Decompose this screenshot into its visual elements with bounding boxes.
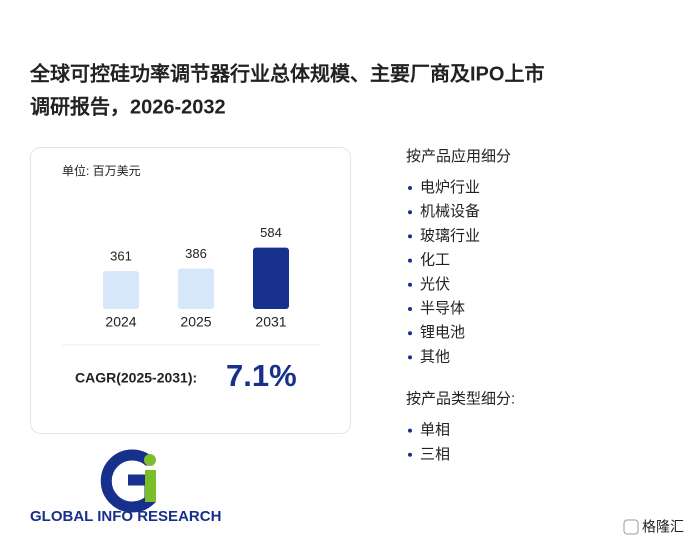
- list-item: 玻璃行业: [420, 227, 480, 244]
- bullet: [408, 428, 412, 433]
- unit-label: 单位: 百万美元: [62, 163, 141, 178]
- value-label: 386: [185, 246, 207, 261]
- list-item: 锂电池: [420, 324, 465, 341]
- list-item: 机械设备: [420, 203, 480, 220]
- badge-icon: [623, 519, 639, 535]
- bullet: [408, 186, 412, 190]
- list-item: 光伏: [420, 276, 450, 293]
- x-tick-label: 2025: [180, 314, 211, 330]
- logo: [100, 449, 156, 513]
- value-label: 361: [110, 249, 132, 264]
- title: 调研报告，2026-2032: [30, 94, 226, 118]
- x-tick-label: 2024: [105, 314, 136, 330]
- cagr-label: CAGR(2025-2031):: [75, 370, 197, 386]
- bullet: [408, 355, 412, 360]
- list-item: 半导体: [420, 300, 465, 317]
- cagr-value: 7.1%: [226, 358, 297, 393]
- list-item: 单相: [420, 422, 450, 439]
- bullet: [408, 452, 412, 457]
- bullet: [408, 331, 412, 336]
- bar: [103, 271, 139, 309]
- bullet: [408, 210, 412, 215]
- title: 全球可控硅功率调节器行业总体规模、主要厂商及IPO上市: [29, 61, 544, 85]
- logo-i: [145, 470, 156, 502]
- logo-g: [100, 449, 156, 513]
- list-item: 电炉行业: [420, 179, 480, 196]
- logo-text: GLOBAL INFO RESEARCH: [30, 508, 221, 525]
- logo-dot: [144, 454, 156, 466]
- bullet: [408, 258, 412, 263]
- badge-text: 格隆汇: [642, 519, 684, 535]
- list-item: 其他: [420, 348, 450, 365]
- bullet: [408, 307, 412, 311]
- bullet: [408, 282, 412, 287]
- list-item: 三相: [420, 446, 450, 463]
- bar: [178, 268, 214, 309]
- section-title: 按产品应用细分: [406, 147, 511, 165]
- list-item: 化工: [420, 252, 450, 269]
- section-title: 按产品类型细分:: [406, 391, 515, 408]
- x-tick-label: 2031: [255, 314, 286, 330]
- bar: [253, 247, 289, 309]
- bullet: [408, 234, 412, 239]
- value-label: 584: [260, 225, 282, 240]
